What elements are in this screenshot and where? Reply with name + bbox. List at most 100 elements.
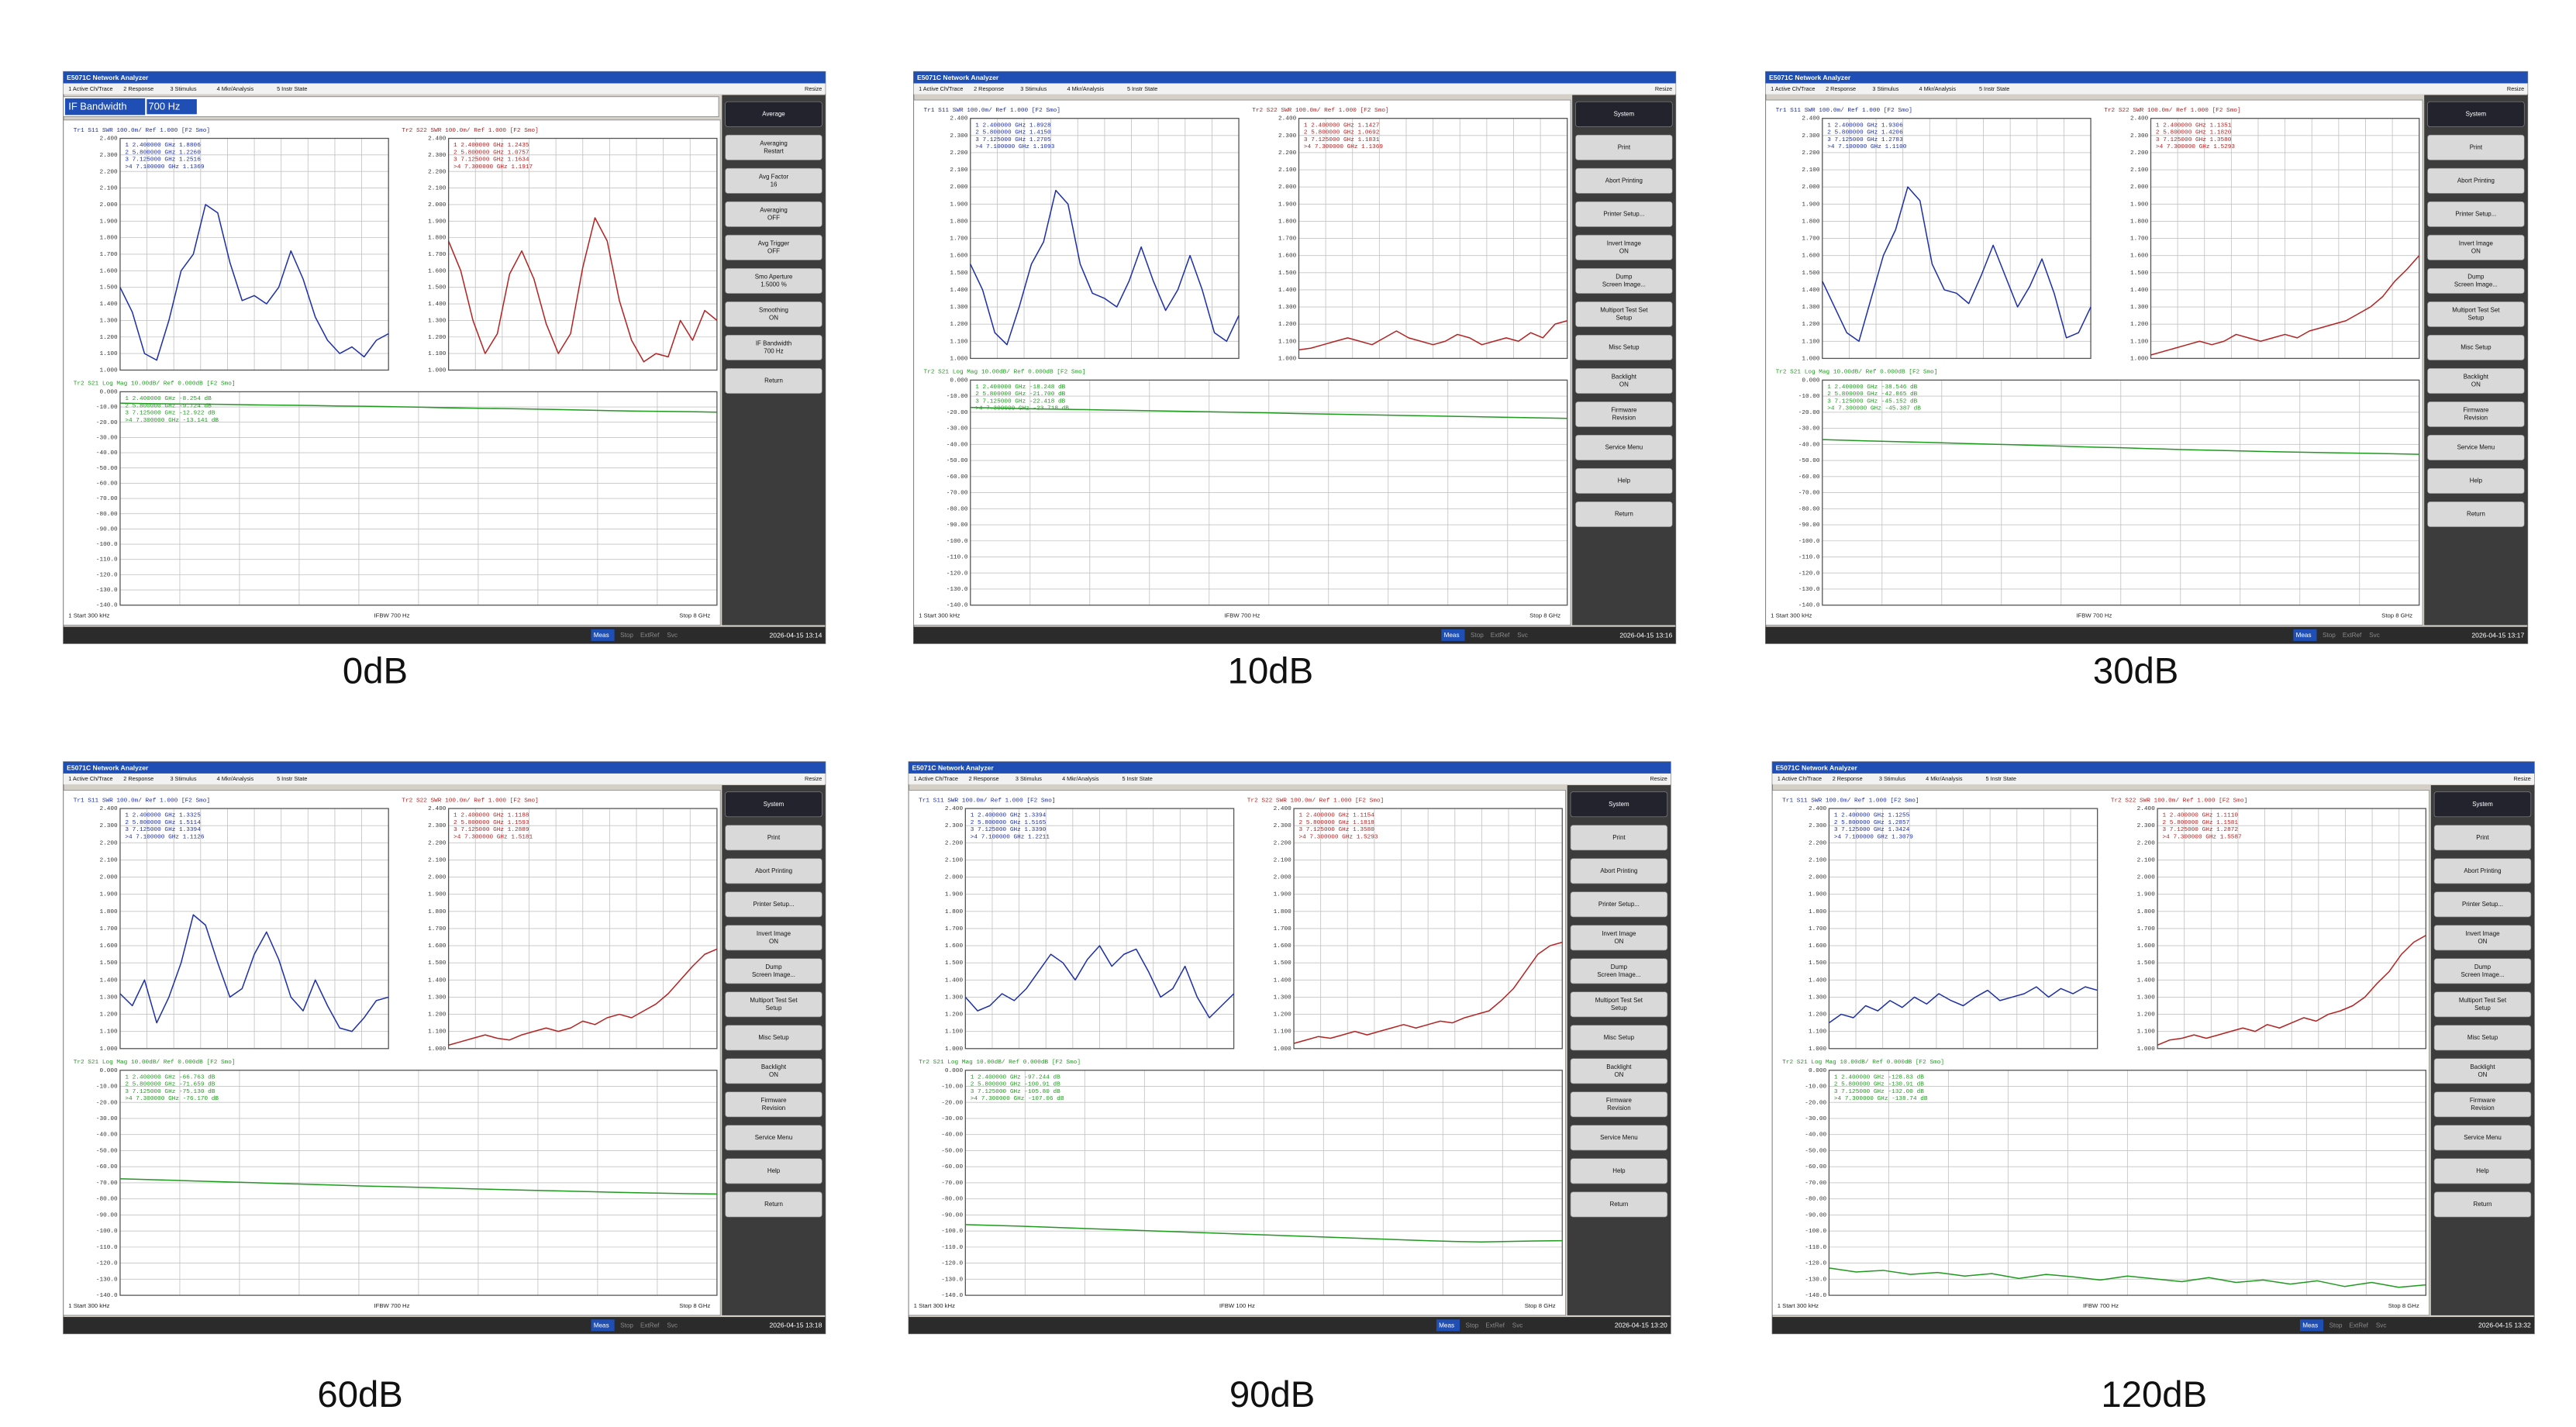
chart-area xyxy=(63,119,721,626)
softkey-label: Multiport Test Set xyxy=(2452,307,2500,314)
trace-header: Tr2 S21 Log Mag 10.00dB/ Ref 0.000dB [F2… xyxy=(74,381,236,388)
y-tick-label: -50.00 xyxy=(947,458,968,464)
softkey-label: Invert Image xyxy=(1607,240,1642,247)
softkey xyxy=(2427,267,2525,294)
softkey xyxy=(725,858,822,884)
softkey-label: Backlight xyxy=(1606,1063,1632,1070)
softkey xyxy=(725,201,822,227)
y-tick-label: 1.700 xyxy=(1802,236,1820,243)
y-tick-label: 2.000 xyxy=(1802,184,1820,191)
marker-readout: 1 2.400000 GHz -128.83 dB xyxy=(1834,1074,1924,1081)
y-tick-label: -110.0 xyxy=(96,557,118,564)
y-tick-label: 1.000 xyxy=(1802,356,1820,362)
y-tick-label: -70.00 xyxy=(1805,1181,1826,1187)
y-tick-label: 1.300 xyxy=(2137,994,2156,1001)
y-tick-label: 2.000 xyxy=(950,184,968,191)
marker-readout: 2 5.800000 GHz -21.700 dB xyxy=(975,391,1065,398)
entry-value-bg xyxy=(147,98,197,115)
marker-readout: 2 5.800000 GHz -100.91 dB xyxy=(971,1082,1060,1088)
y-tick-label: 2.100 xyxy=(99,858,118,864)
softkey-label: ON xyxy=(2471,247,2481,254)
marker-readout: 1 2.400000 GHz 1.3394 xyxy=(971,813,1047,819)
y-tick-label: 2.300 xyxy=(428,153,447,159)
menu-bar xyxy=(1765,83,2528,95)
softkey xyxy=(725,991,822,1018)
status-item: Meas xyxy=(1444,632,1460,639)
trace-line xyxy=(119,402,717,413)
softkey xyxy=(1575,502,1673,527)
footer-ifbw: IFBW 700 Hz xyxy=(374,1302,409,1309)
y-tick-label: 1.500 xyxy=(1809,960,1827,967)
y-tick-label: -90.00 xyxy=(96,1212,118,1218)
y-tick-label: 2.200 xyxy=(945,840,964,846)
softkey-label: Help xyxy=(767,1167,781,1174)
softkey-label: System xyxy=(1614,110,1635,117)
plot-frame xyxy=(119,1070,718,1296)
window-title: E5071C Network Analyzer xyxy=(1776,763,1858,771)
softkey xyxy=(1570,791,1668,818)
y-tick-label: 2.300 xyxy=(1809,823,1827,829)
softkey xyxy=(1570,1158,1668,1184)
status-item: Stop xyxy=(2329,1322,2343,1329)
y-tick-label: 2.300 xyxy=(2130,133,2149,140)
y-tick-label: 1.000 xyxy=(428,1046,447,1053)
trace-header: Tr2 S21 Log Mag 10.00dB/ Ref 0.000dB [F2… xyxy=(74,1060,236,1066)
status-meas-bg xyxy=(2299,1319,2324,1332)
y-tick-label: -130.0 xyxy=(941,1277,963,1283)
marker-readout: 3 7.125000 GHz 1.3580 xyxy=(2156,137,2232,143)
y-tick-label: -140.0 xyxy=(1805,1293,1826,1299)
y-tick-label: 2.400 xyxy=(2130,116,2149,122)
menu-item: 3 Stimulus xyxy=(170,775,196,782)
marker-readout: 2 5.800000 GHz -9.724 dB xyxy=(125,403,212,409)
y-tick-label: 1.600 xyxy=(99,943,118,950)
softkey-label: Service Menu xyxy=(1605,444,1643,451)
softkey xyxy=(1570,1058,1668,1084)
y-tick-label: 1.800 xyxy=(99,236,118,242)
status-item: ExtRef xyxy=(2349,1322,2368,1329)
status-bar xyxy=(1765,626,2528,644)
y-tick-label: 1.200 xyxy=(428,1012,447,1019)
status-item: Stop xyxy=(1466,1322,1479,1329)
softkey-label: Backlight xyxy=(2470,1063,2495,1070)
y-tick-label: 1.800 xyxy=(1802,219,1820,225)
marker-readout: 3 7.125000 GHz 1.3424 xyxy=(1834,827,1910,833)
y-tick-label: -50.00 xyxy=(96,1148,118,1154)
y-tick-label: 1.900 xyxy=(1809,892,1827,898)
softkey-label: Smo Aperture xyxy=(755,274,793,281)
y-tick-label: -110.0 xyxy=(941,1245,963,1251)
softkey xyxy=(1575,201,1673,227)
menu-item: 5 Instr State xyxy=(1127,85,1157,92)
trace-line xyxy=(119,1177,717,1195)
softkey-label: Service Menu xyxy=(755,1134,793,1141)
marker-readout: 2 5.800000 GHz 1.2857 xyxy=(1834,820,1910,826)
status-bar xyxy=(63,1317,826,1334)
status-meas-bg xyxy=(591,629,615,641)
plot-frame xyxy=(970,379,1568,606)
y-tick-label: 2.000 xyxy=(428,202,447,209)
y-tick-label: 1.600 xyxy=(1809,943,1827,950)
y-tick-label: -30.00 xyxy=(941,1116,963,1122)
y-tick-label: -30.00 xyxy=(1805,1116,1826,1122)
y-tick-label: -10.00 xyxy=(1798,394,1820,400)
softkey xyxy=(1570,1025,1668,1051)
status-item: ExtRef xyxy=(640,1322,660,1329)
plot-frame xyxy=(447,808,718,1050)
softkey-label: ON xyxy=(769,1071,778,1078)
menu-resize: Resize xyxy=(2507,85,2524,92)
y-tick-label: -120.0 xyxy=(947,570,968,577)
y-tick-label: 1.700 xyxy=(428,252,447,258)
y-tick-label: 1.900 xyxy=(1802,202,1820,208)
softkey-label: Dump xyxy=(2467,274,2485,281)
y-tick-label: -80.00 xyxy=(941,1197,963,1203)
y-tick-label: -130.0 xyxy=(1805,1277,1826,1283)
menu-item: 4 Mkr/Analysis xyxy=(1067,85,1105,92)
trace-header: Tr1 S11 SWR 100.0m/ Ref 1.000 [F2 Smo] xyxy=(74,798,210,804)
status-item: Stop xyxy=(1471,632,1484,639)
footer-stop: Stop 8 GHz xyxy=(679,1302,710,1309)
softkey xyxy=(725,1091,822,1118)
y-tick-label: -140.0 xyxy=(941,1293,963,1299)
softkey-label: Abort Printing xyxy=(1605,177,1643,184)
y-tick-label: -40.00 xyxy=(941,1132,963,1139)
softkey xyxy=(1570,958,1668,984)
marker-readout: 2 5.800000 GHz -130.91 dB xyxy=(1834,1082,1924,1088)
